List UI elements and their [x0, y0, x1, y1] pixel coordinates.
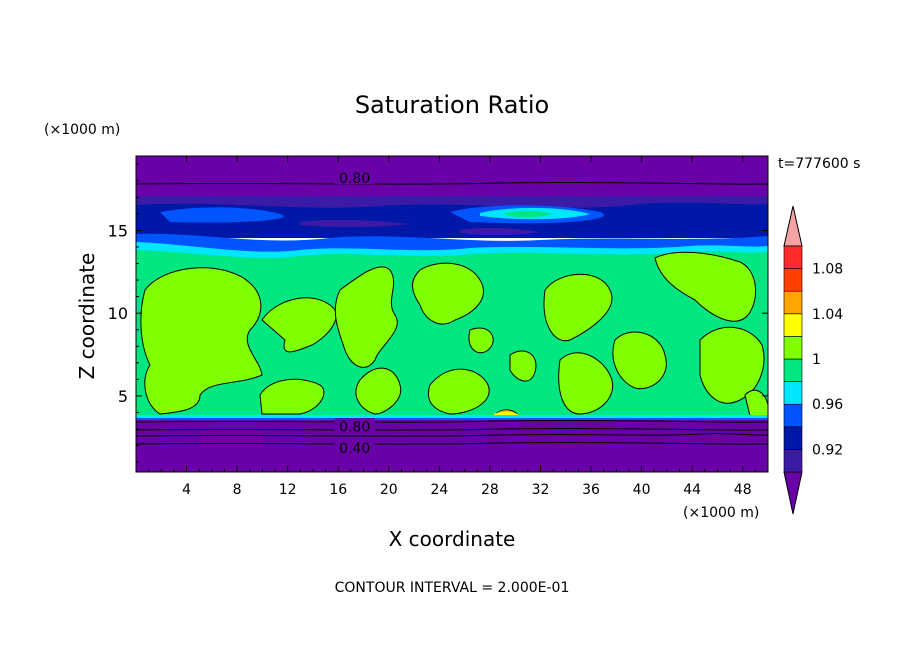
x-tick-label: 8	[233, 482, 242, 498]
contour-interval-footer: CONTOUR INTERVAL = 2.000E-01	[335, 580, 570, 596]
y-tick-label: 10	[108, 304, 128, 323]
contour-label: 0.80	[339, 171, 370, 187]
layer-tropopause-dark	[136, 196, 768, 210]
base-line-blue	[136, 418, 768, 420]
base-line-cyan	[136, 415, 768, 418]
colorbar-underflow	[783, 471, 803, 515]
x-tick-label: 40	[633, 482, 651, 498]
plot-area: 0.80 0.80 0.40	[136, 156, 768, 472]
colorbar-label: 1.08	[812, 262, 843, 278]
layer-supersaturated	[140, 251, 768, 417]
layer-blue-transition	[136, 233, 768, 252]
x-tick-label: 28	[481, 482, 499, 498]
colorbar-swatch	[783, 403, 803, 428]
y-tick-label: 15	[108, 221, 128, 240]
colorbar-label: 1	[812, 352, 821, 368]
layer-tropopause-blue	[136, 202, 768, 238]
layer-tropopause-purple	[300, 219, 540, 236]
colorbar-label: 1.04	[812, 307, 843, 323]
contour-label-bg	[334, 418, 375, 433]
x-tick-label: 24	[430, 482, 448, 498]
colorbar-label: 0.92	[812, 442, 843, 458]
x-tick-label: 16	[329, 482, 347, 498]
colorbar-swatch	[783, 268, 803, 292]
x-axis: 4 8 12 16 20 24 28 32 36 40 44 48	[148, 156, 756, 498]
x-tick-label: 32	[532, 482, 550, 498]
contour-label-bg	[334, 170, 375, 185]
x-tick-label: 36	[582, 482, 600, 498]
colorbar-swatch	[783, 245, 803, 269]
y-axis: 5 10 15	[108, 163, 768, 463]
colorbar: 0.92 0.96 1 1.04 1.08	[783, 205, 843, 515]
chart-title: Saturation Ratio	[355, 91, 549, 119]
colorbar-swatch	[783, 358, 803, 382]
colorbar-swatch	[783, 336, 803, 360]
colorbar-swatch	[783, 313, 803, 337]
y-unit-label: (×1000 m)	[44, 122, 120, 138]
contour-label: 0.40	[339, 441, 370, 457]
colorbar-overflow	[783, 205, 803, 247]
colorbar-swatch	[783, 381, 803, 405]
layer-tropopause-mid	[160, 205, 604, 224]
x-tick-label: 44	[683, 482, 701, 498]
x-tick-label: 20	[380, 482, 398, 498]
x-unit-label: (×1000 m)	[683, 505, 759, 521]
y-tick-label: 5	[118, 387, 128, 406]
contour-labels: 0.80 0.80 0.40	[334, 170, 375, 457]
x-axis-label: X coordinate	[389, 527, 516, 551]
x-tick-label: 48	[734, 482, 752, 498]
colorbar-swatch	[783, 426, 803, 450]
layer-bottom-dry	[136, 418, 768, 472]
x-tick-label: 12	[279, 482, 297, 498]
colorbar-swatch	[783, 449, 803, 473]
layer-tropopause-green	[505, 210, 552, 218]
y-axis-label: Z coordinate	[75, 253, 99, 380]
x-tick-label: 4	[182, 482, 191, 498]
colorbar-swatch	[783, 290, 803, 315]
contour-label: 0.80	[339, 419, 370, 435]
contour-lines	[136, 181, 768, 445]
time-label: t=777600 s	[778, 156, 860, 172]
contour-label-bg	[334, 439, 375, 454]
layer-top-dry	[136, 156, 768, 202]
colorbar-label: 0.96	[812, 397, 843, 413]
